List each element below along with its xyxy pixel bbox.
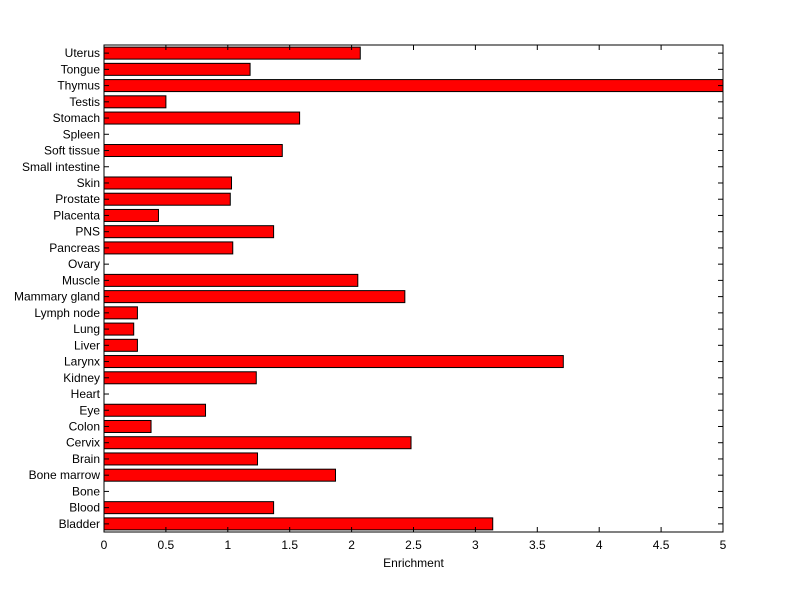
bar-cervix	[103, 436, 412, 450]
y-tick-label: Thymus	[57, 79, 100, 93]
y-tick-label: Soft tissue	[44, 144, 100, 158]
y-tick-label: Bone marrow	[29, 468, 101, 482]
y-tick-label: Placenta	[53, 208, 100, 222]
bar-placenta	[103, 208, 159, 222]
y-tick-label: Cervix	[66, 436, 100, 450]
bar-liver	[103, 338, 138, 352]
bar-eye	[103, 403, 207, 417]
y-tick-label: Muscle	[62, 273, 100, 287]
x-tick-label: 4	[596, 538, 603, 552]
bar-bladder	[103, 517, 494, 531]
bar-kidney	[103, 371, 257, 385]
y-tick-label: Heart	[71, 387, 101, 401]
bar-bone-marrow	[103, 468, 337, 482]
x-tick-label: 1.5	[281, 538, 298, 552]
y-tick-label: Stomach	[53, 111, 100, 125]
y-tick-label: Mammary gland	[14, 290, 100, 304]
y-tick-label: Eye	[79, 403, 100, 417]
bar-brain	[103, 452, 259, 466]
bar-soft-tissue	[103, 144, 283, 158]
y-tick-label: Lung	[73, 322, 100, 336]
x-tick-label: 0.5	[158, 538, 175, 552]
ticks-group	[103, 45, 724, 532]
y-tick-label: Pancreas	[49, 241, 100, 255]
bar-tongue	[103, 62, 251, 76]
bar-blood	[103, 501, 275, 515]
y-tick-label: Skin	[77, 176, 100, 190]
y-tick-label: Liver	[74, 338, 100, 352]
y-tick-label: PNS	[75, 225, 100, 239]
y-tick-label: Testis	[69, 95, 100, 109]
y-tick-label: Colon	[69, 419, 100, 433]
y-tick-label: Lymph node	[34, 306, 100, 320]
x-tick-label: 1	[224, 538, 231, 552]
x-tick-label: 0	[101, 538, 108, 552]
x-tick-label: 4.5	[653, 538, 670, 552]
plot-frame	[103, 44, 724, 533]
bar-colon	[103, 419, 152, 433]
y-tick-label: Larynx	[64, 355, 100, 369]
bar-testis	[103, 95, 167, 109]
bar-mammary-gland	[103, 290, 406, 304]
bar-muscle	[103, 273, 359, 287]
bar-skin	[103, 176, 233, 190]
bar-lymph-node	[103, 306, 138, 320]
labels-group: Bladder Blood Bone Bone marrow Brain Cervix Co…	[14, 46, 727, 552]
bar-pancreas	[103, 241, 234, 255]
x-tick-label: 2.5	[405, 538, 422, 552]
bar-uterus	[103, 46, 361, 60]
y-tick-label: Prostate	[55, 192, 100, 206]
plot-area-background	[104, 45, 723, 532]
y-tick-label: Tongue	[61, 62, 101, 76]
y-tick-label: Uterus	[65, 46, 100, 60]
bar-thymus	[103, 79, 724, 93]
y-tick-label: Ovary	[68, 257, 100, 271]
bar-prostate	[103, 192, 231, 206]
bar-larynx	[103, 355, 564, 369]
x-axis-label: Enrichment	[383, 556, 444, 570]
y-tick-label: Blood	[69, 501, 100, 515]
y-tick-label: Small intestine	[22, 160, 100, 174]
x-tick-label: 5	[720, 538, 727, 552]
x-tick-label: 3	[472, 538, 479, 552]
x-tick-label: 3.5	[529, 538, 546, 552]
y-tick-label: Spleen	[63, 127, 100, 141]
y-tick-label: Kidney	[63, 371, 100, 385]
x-tick-label: 2	[348, 538, 355, 552]
bar-stomach	[103, 111, 301, 125]
y-tick-label: Brain	[72, 452, 100, 466]
bar-pns	[103, 225, 275, 239]
y-tick-label: Bladder	[59, 517, 100, 531]
y-tick-label: Bone	[72, 484, 100, 498]
